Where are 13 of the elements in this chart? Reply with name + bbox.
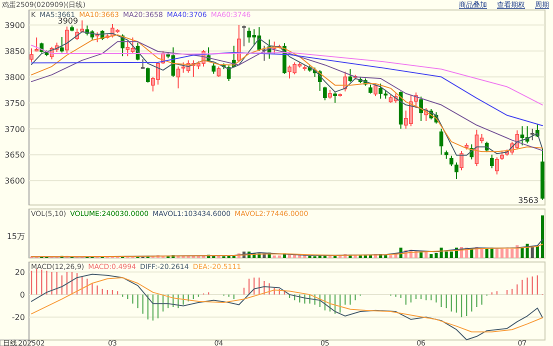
y-tick-label: 0 (20, 290, 25, 300)
annotation: 3909 (58, 16, 78, 26)
y-tick-label: 3900 (4, 21, 25, 30)
y-tick-label: 3700 (4, 124, 25, 134)
y-tick-label: 3800 (4, 72, 25, 82)
y-tick-label: 3850 (4, 46, 25, 56)
text: 15万 (6, 232, 25, 241)
y-tick-label: -20 (12, 313, 25, 322)
annotation: 3563 (518, 196, 538, 205)
y-tick-label: 3750 (4, 98, 25, 108)
y-tick-label: 3600 (4, 176, 25, 186)
y-tick-label: 20 (14, 268, 25, 277)
y-tick-label: 3650 (4, 150, 25, 160)
